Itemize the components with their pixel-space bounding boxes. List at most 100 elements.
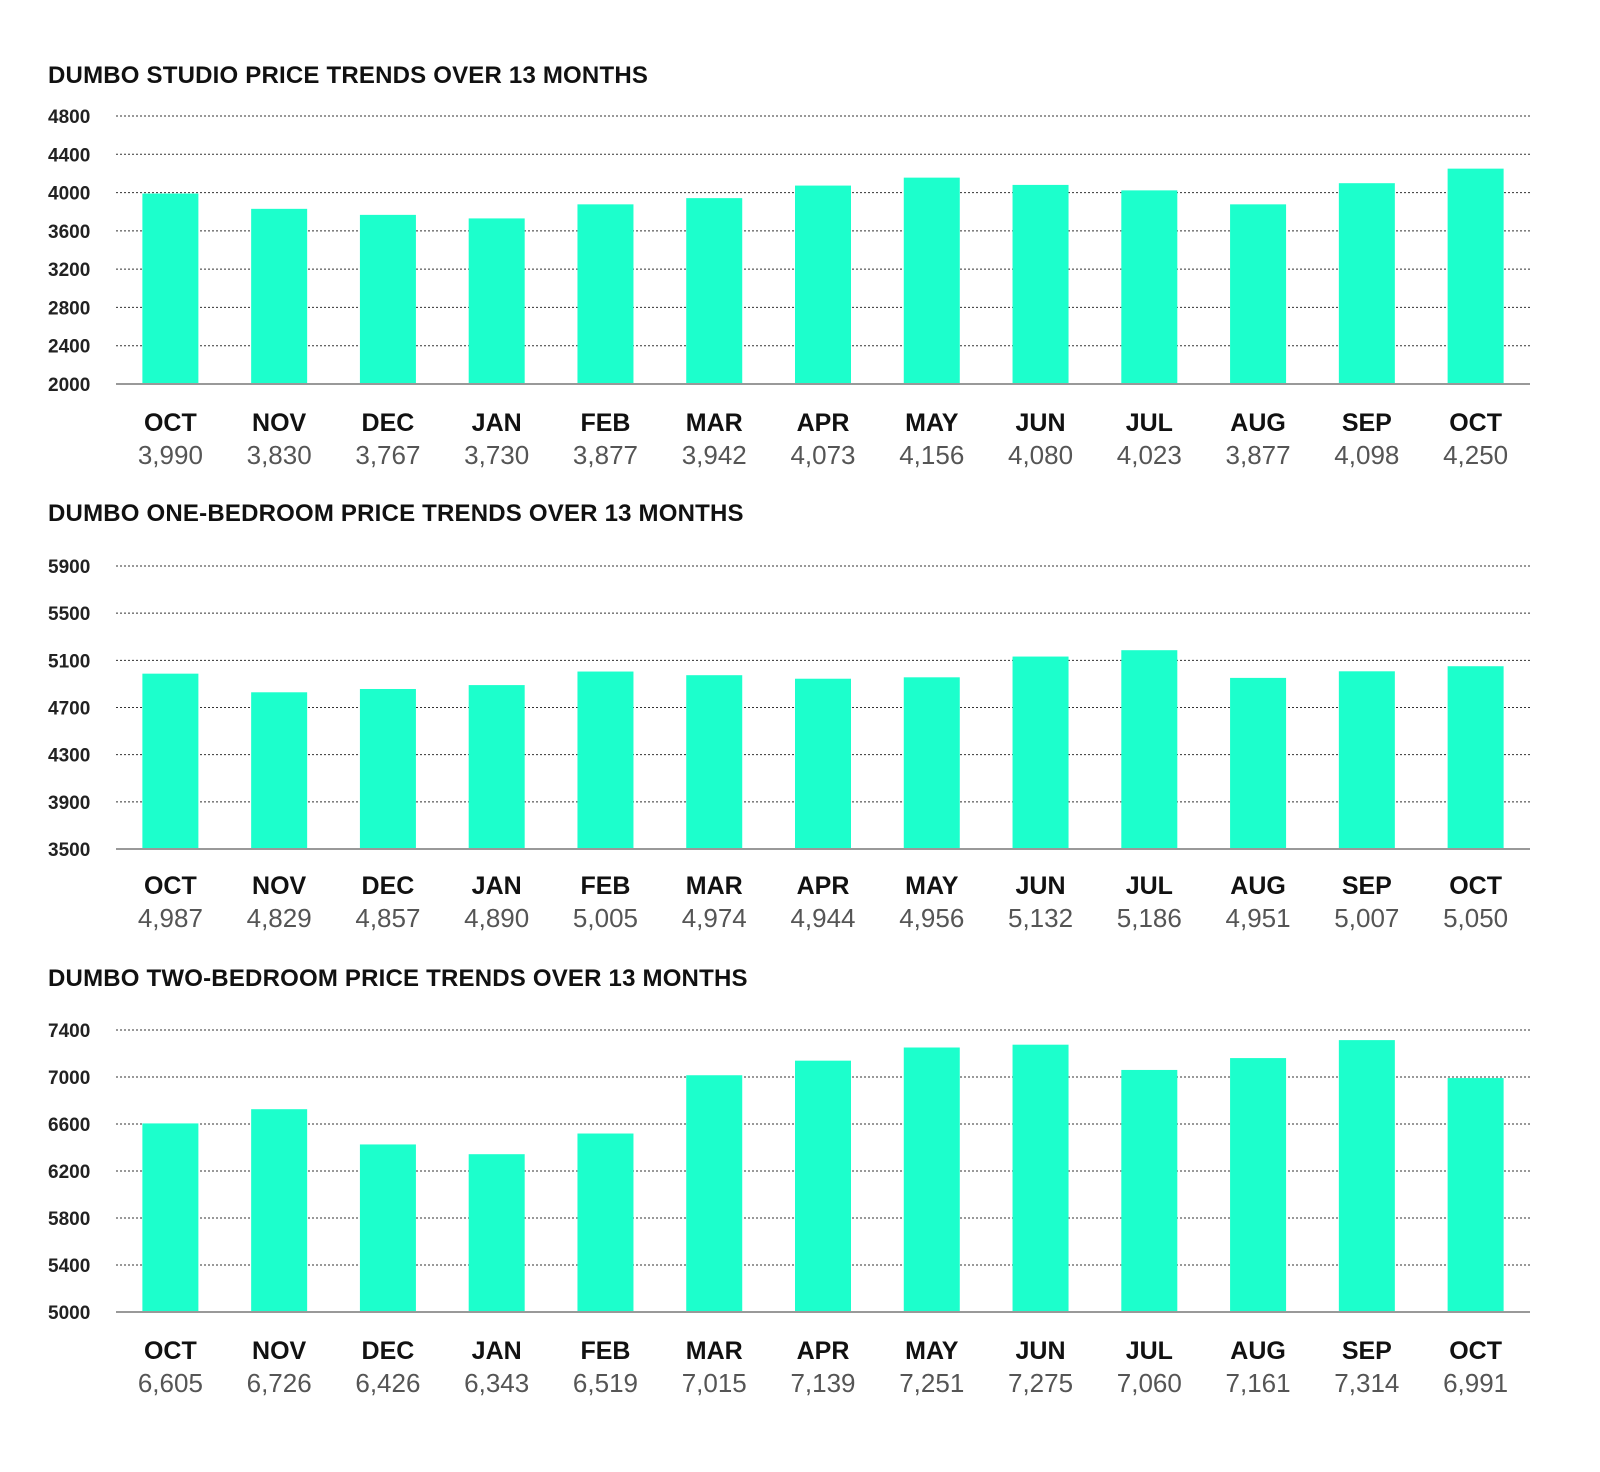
- bar-value-label: 6,726: [247, 1368, 312, 1398]
- y-tick-label: 3900: [48, 793, 90, 814]
- bar-value-label: 7,060: [1117, 1368, 1182, 1398]
- bar: [359, 214, 416, 384]
- bar-value-label: 5,186: [1117, 903, 1182, 933]
- bar-value-label: 4,951: [1226, 903, 1291, 933]
- x-category-label: JUL: [1126, 1337, 1173, 1365]
- x-category-label: JUN: [1016, 409, 1066, 437]
- x-category-label: MAY: [905, 872, 959, 900]
- x-category-label: AUG: [1230, 409, 1286, 437]
- bar: [142, 673, 199, 849]
- bar: [468, 218, 525, 384]
- bar-value-label: 3,877: [1226, 440, 1291, 470]
- bar-value-label: 4,156: [899, 440, 964, 470]
- bar-value-label: 3,990: [138, 440, 203, 470]
- bar: [142, 193, 199, 384]
- one-bedroom-chart-panel: DUMBO ONE-BEDROOM PRICE TRENDS OVER 13 M…: [0, 480, 1600, 955]
- one-bedroom-chart-title: DUMBO ONE-BEDROOM PRICE TRENDS OVER 13 M…: [48, 500, 744, 527]
- y-tick-label: 2800: [48, 298, 90, 319]
- bar-value-label: 3,942: [682, 440, 747, 470]
- bar: [1121, 650, 1178, 849]
- bar: [1012, 656, 1069, 849]
- x-category-label: APR: [797, 872, 850, 900]
- bar-value-label: 5,007: [1334, 903, 1399, 933]
- bar-value-label: 6,519: [573, 1368, 638, 1398]
- x-category-label: NOV: [252, 1337, 307, 1365]
- x-category-label: SEP: [1342, 409, 1392, 437]
- studio-chart-title: DUMBO STUDIO PRICE TRENDS OVER 13 MONTHS: [48, 62, 649, 89]
- x-category-label: JAN: [472, 409, 522, 437]
- x-category-label: JAN: [472, 1337, 522, 1365]
- x-category-label: OCT: [1449, 872, 1502, 900]
- y-tick-label: 5100: [48, 651, 90, 672]
- bar: [795, 185, 851, 384]
- bar: [1230, 204, 1287, 384]
- bar: [1338, 183, 1395, 384]
- bar-value-label: 4,098: [1334, 440, 1399, 470]
- bar: [251, 208, 308, 384]
- bar: [142, 1123, 199, 1312]
- bar-value-label: 4,073: [790, 440, 855, 470]
- x-category-label: APR: [797, 409, 850, 437]
- bar-value-label: 3,830: [247, 440, 312, 470]
- x-category-label: FEB: [580, 409, 630, 437]
- bar-value-label: 4,974: [682, 903, 747, 933]
- bar-value-label: 5,050: [1443, 903, 1508, 933]
- y-tick-label: 6600: [48, 1115, 90, 1136]
- x-category-label: FEB: [580, 872, 630, 900]
- bar: [795, 678, 851, 849]
- bar-value-label: 4,956: [899, 903, 964, 933]
- bar: [686, 198, 743, 384]
- bar-value-label: 4,250: [1443, 440, 1508, 470]
- bar-value-label: 7,314: [1334, 1368, 1399, 1398]
- bar-value-label: 3,877: [573, 440, 638, 470]
- y-tick-label: 5800: [48, 1209, 90, 1230]
- two-bedroom-chart-panel: DUMBO TWO-BEDROOM PRICE TRENDS OVER 13 M…: [0, 955, 1600, 1472]
- bar: [1012, 1044, 1069, 1312]
- bar-value-label: 4,829: [247, 903, 312, 933]
- bar-value-label: 6,343: [464, 1368, 529, 1398]
- x-category-label: OCT: [144, 1337, 197, 1365]
- bar: [1338, 1040, 1395, 1312]
- x-category-label: JUN: [1016, 872, 1066, 900]
- bar: [686, 1075, 743, 1312]
- y-tick-label: 5000: [48, 1303, 90, 1324]
- x-category-label: OCT: [1449, 1337, 1502, 1365]
- bar-value-label: 5,005: [573, 903, 638, 933]
- bar-value-label: 4,944: [790, 903, 855, 933]
- bar: [1230, 1058, 1287, 1312]
- bar-value-label: 7,161: [1226, 1368, 1291, 1398]
- bar-value-label: 7,251: [899, 1368, 964, 1398]
- y-tick-label: 2000: [48, 375, 90, 396]
- bar: [577, 204, 634, 384]
- bar: [251, 692, 308, 849]
- x-category-label: DEC: [362, 872, 415, 900]
- bar-value-label: 4,890: [464, 903, 529, 933]
- bar-value-label: 7,139: [790, 1368, 855, 1398]
- bar: [577, 671, 634, 849]
- y-tick-label: 7400: [48, 1021, 90, 1042]
- y-tick-label: 2400: [48, 337, 90, 358]
- x-category-label: NOV: [252, 409, 307, 437]
- x-category-label: OCT: [144, 409, 197, 437]
- studio-chart-panel: DUMBO STUDIO PRICE TRENDS OVER 13 MONTHS…: [0, 0, 1600, 480]
- x-category-label: JAN: [472, 872, 522, 900]
- studio-bar-chart: 2000 2400 2800 3200 3600 4000 4400 4800 OCT 3,990…: [48, 107, 1530, 470]
- y-tick-label: 4000: [48, 184, 90, 205]
- y-tick-label: 4300: [48, 746, 90, 767]
- bar: [359, 688, 416, 849]
- y-tick-label: 5900: [48, 557, 90, 578]
- bar-value-label: 6,605: [138, 1368, 203, 1398]
- bar: [1447, 1078, 1504, 1312]
- bar-value-label: 7,015: [682, 1368, 747, 1398]
- y-tick-label: 6200: [48, 1162, 90, 1183]
- x-category-label: JUN: [1016, 1337, 1066, 1365]
- y-tick-label: 5400: [48, 1256, 90, 1277]
- bar: [1230, 677, 1287, 849]
- bar: [795, 1060, 851, 1312]
- bar: [1338, 671, 1395, 849]
- y-tick-label: 5500: [48, 604, 90, 625]
- two-bedroom-chart-title: DUMBO TWO-BEDROOM PRICE TRENDS OVER 13 M…: [48, 965, 748, 992]
- bar: [468, 1154, 525, 1312]
- x-category-label: AUG: [1230, 872, 1286, 900]
- one-bedroom-bar-chart: 3500 3900 4300 4700 5100 5500 5900 OCT 4,987 NOV 4…: [48, 557, 1530, 933]
